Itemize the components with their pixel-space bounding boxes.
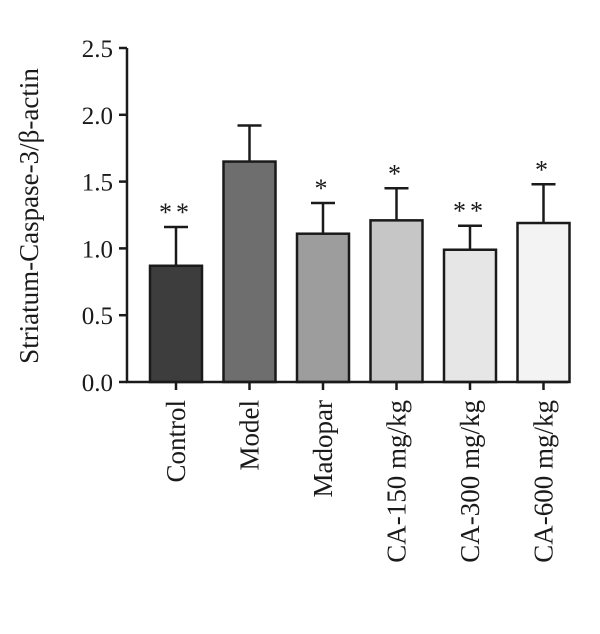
bar [369, 219, 424, 384]
bar [222, 160, 277, 384]
y-tick-label: 0.0 [82, 370, 113, 397]
y-tick-label: 1.5 [82, 170, 113, 197]
bar [148, 264, 204, 384]
significance-label: ** [159, 198, 193, 227]
y-tick-label: 1.0 [82, 236, 113, 263]
significance-label: ** [453, 197, 487, 226]
category-label: Model [235, 400, 265, 471]
bar [516, 221, 571, 384]
significance-label: * [388, 159, 405, 188]
significance-label: * [535, 155, 552, 184]
y-tick-label: 2.0 [82, 103, 113, 130]
bars-layer: ******* [148, 124, 571, 384]
y-tick-label: 0.5 [82, 303, 113, 330]
category-label: CA-150 mg/kg [382, 400, 412, 563]
category-label: CA-300 mg/kg [455, 400, 485, 563]
category-label: Control [161, 400, 191, 483]
bar [442, 248, 498, 384]
category-label: Madopar [308, 400, 338, 497]
significance-label: * [315, 174, 332, 203]
category-label: CA-600 mg/kg [529, 400, 559, 563]
y-tick-label: 2.5 [82, 36, 113, 63]
axes-layer: 0.0 0.5 1.0 1.5 2.0 2.5 Control Model Madopar CA-… [82, 36, 568, 563]
y-axis-label: Striatum-Caspase-3/β-actin [14, 68, 44, 364]
bar [295, 232, 351, 384]
